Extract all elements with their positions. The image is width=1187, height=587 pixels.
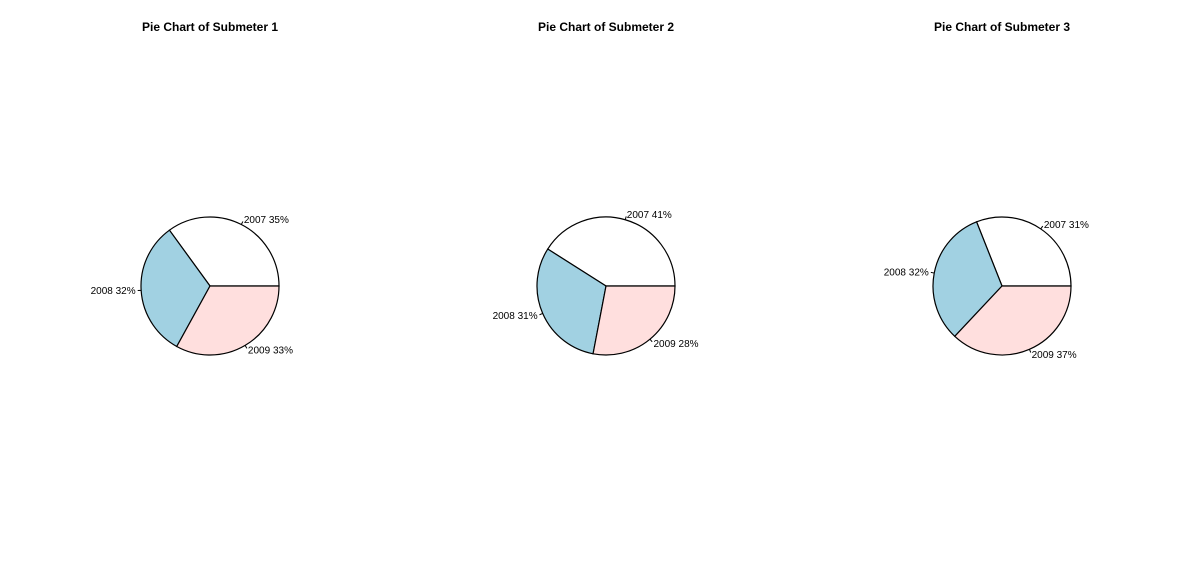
slice-label-2007: 2007 35% xyxy=(244,215,289,226)
pie-3: 2007 31% 2008 32% 2009 37% xyxy=(884,216,1089,361)
pie-slice-2009 xyxy=(953,285,1072,356)
slice-label-2007: 2007 41% xyxy=(627,210,672,221)
pie-panel-1: Pie Chart of Submeter 1 2007 35% 2008 32%… xyxy=(91,20,293,357)
slice-label-2008: 2008 32% xyxy=(91,286,136,297)
leader-line-2007 xyxy=(624,216,627,220)
leader-line-2007 xyxy=(1040,225,1044,230)
slice-label-2007: 2007 31% xyxy=(1044,220,1089,231)
pie-slice-2007 xyxy=(168,216,280,287)
leader-line-2009 xyxy=(244,345,248,349)
leader-line-2008 xyxy=(539,312,543,316)
pie-1: 2007 35% 2008 32% 2009 33% xyxy=(91,215,293,357)
leader-line-2007 xyxy=(240,221,244,225)
slice-label-2008: 2008 31% xyxy=(493,311,538,322)
leader-line-2008 xyxy=(930,271,935,274)
pie-slice-2008 xyxy=(140,229,211,348)
slice-label-2009: 2009 37% xyxy=(1032,350,1077,361)
pie-slice-2008 xyxy=(536,248,607,355)
pie-panel-2: Pie Chart of Submeter 2 2007 41% 2008 31%… xyxy=(493,20,699,356)
chart-title: Pie Chart of Submeter 2 xyxy=(538,20,674,34)
pie-slice-2007 xyxy=(975,216,1072,287)
leader-line-2009 xyxy=(1028,349,1032,353)
pie-2: 2007 41% 2008 31% 2009 28% xyxy=(493,210,699,356)
pie-panel-3: Pie Chart of Submeter 3 2007 31% 2008 32%… xyxy=(884,20,1089,361)
chart-title: Pie Chart of Submeter 1 xyxy=(142,20,278,34)
slice-label-2009: 2009 33% xyxy=(248,346,293,357)
slice-label-2008: 2008 32% xyxy=(884,268,929,279)
pie-slice-2009 xyxy=(175,285,280,356)
leader-line-2009 xyxy=(649,338,653,343)
chart-title: Pie Chart of Submeter 3 xyxy=(934,20,1070,34)
slice-label-2009: 2009 28% xyxy=(654,339,699,350)
pie-slice-2009 xyxy=(592,285,676,356)
pie-slice-2008 xyxy=(932,221,1003,338)
